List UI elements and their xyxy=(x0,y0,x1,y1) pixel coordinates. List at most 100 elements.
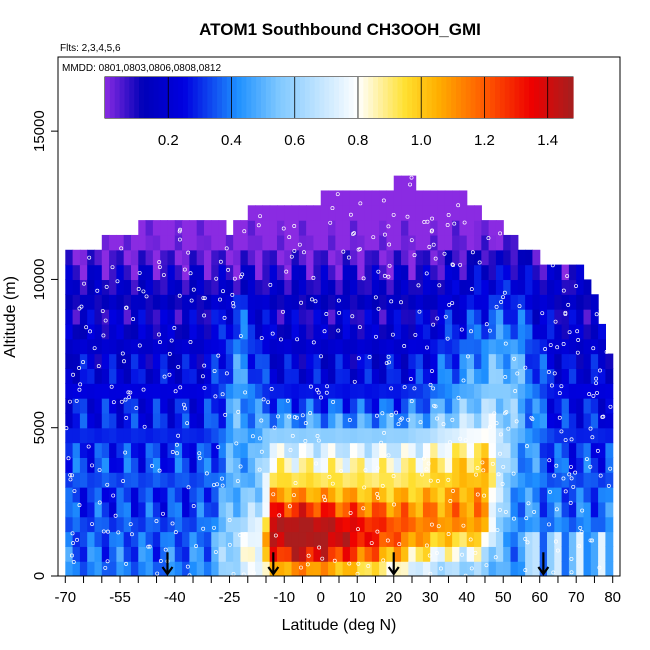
observation-point xyxy=(569,464,573,469)
colorbar-segment xyxy=(309,77,316,118)
heatmap-cell xyxy=(182,412,190,429)
colorbar-tick-label: 0.6 xyxy=(284,132,305,149)
heatmap-cell xyxy=(459,264,468,281)
heatmap-cell xyxy=(510,279,519,295)
heatmap-cell xyxy=(247,501,256,518)
heatmap-cell xyxy=(437,338,446,355)
heatmap-cell xyxy=(189,546,198,562)
heatmap-cell xyxy=(145,531,154,547)
heatmap-cell xyxy=(452,501,461,518)
observation-point xyxy=(137,270,142,275)
heatmap-cell xyxy=(116,561,125,576)
heatmap-cell xyxy=(276,398,285,414)
heatmap-cell xyxy=(525,487,534,503)
heatmap-cell xyxy=(430,234,439,251)
observation-point xyxy=(330,206,335,211)
observation-point xyxy=(548,343,553,348)
heatmap-cell xyxy=(379,457,388,473)
heatmap-cell xyxy=(517,457,526,473)
heatmap-cell xyxy=(269,516,278,533)
heatmap-cell xyxy=(568,561,577,576)
heatmap-cell xyxy=(72,546,81,562)
observation-point xyxy=(146,544,151,549)
observation-point xyxy=(150,463,154,468)
heatmap-cell xyxy=(298,264,307,281)
heatmap-cell xyxy=(101,279,110,295)
observation-point xyxy=(110,265,115,270)
heatmap-cell xyxy=(503,249,512,266)
heatmap-cell xyxy=(554,323,563,340)
heatmap-cell xyxy=(130,249,139,266)
heatmap-cell xyxy=(452,264,461,281)
heatmap-cell xyxy=(605,561,614,576)
heatmap-cell xyxy=(466,323,475,340)
heatmap-cell xyxy=(116,487,125,503)
heatmap-cell xyxy=(495,383,504,399)
heatmap-cell xyxy=(87,353,96,369)
observation-point xyxy=(487,328,492,333)
heatmap-cell xyxy=(116,309,125,325)
heatmap-cell xyxy=(422,323,431,340)
heatmap-cell xyxy=(437,516,446,533)
observation-point xyxy=(188,271,193,276)
observation-point xyxy=(595,448,600,453)
heatmap-cell xyxy=(598,546,607,562)
heatmap-cell xyxy=(532,249,541,266)
observation-point xyxy=(568,500,573,505)
heatmap-cell xyxy=(255,353,263,369)
observation-point xyxy=(202,363,207,368)
heatmap-cell xyxy=(437,190,446,206)
heatmap-cell xyxy=(598,398,607,414)
colorbar-segment xyxy=(334,77,340,118)
colorbar-segment xyxy=(246,77,252,118)
observation-point xyxy=(561,341,566,346)
observation-point xyxy=(223,412,228,417)
heatmap-cell xyxy=(65,531,74,547)
heatmap-cell xyxy=(503,442,512,458)
heatmap-cell xyxy=(130,368,139,384)
heatmap-cell xyxy=(393,472,402,488)
heatmap-cell xyxy=(167,279,176,295)
heatmap-cell xyxy=(116,338,125,355)
heatmap-cell xyxy=(101,353,110,369)
heatmap-cell xyxy=(598,442,607,458)
heatmap-cell xyxy=(430,457,439,473)
heatmap-cell xyxy=(313,264,322,281)
observation-point xyxy=(302,250,306,255)
heatmap-cell xyxy=(401,442,409,458)
heatmap-cell xyxy=(371,412,380,429)
heatmap-cell xyxy=(342,220,351,236)
observation-point xyxy=(281,226,286,231)
heatmap-cell xyxy=(291,264,300,281)
heatmap-cell xyxy=(495,412,504,429)
colorbar-segment xyxy=(265,77,272,118)
heatmap-cell xyxy=(313,427,322,444)
observation-point xyxy=(362,485,367,490)
colorbar-segment xyxy=(144,77,150,118)
colorbar-tick-label: 1.0 xyxy=(411,132,432,149)
heatmap-cell xyxy=(474,561,482,576)
heatmap-cell xyxy=(335,279,344,295)
heatmap-cell xyxy=(371,220,380,236)
observation-point xyxy=(68,399,72,404)
heatmap-cell xyxy=(211,546,220,562)
heatmap-cell xyxy=(342,531,351,547)
heatmap-cell xyxy=(306,457,315,473)
heatmap-cell xyxy=(255,398,263,414)
heatmap-cell xyxy=(284,457,293,473)
heatmap-cell xyxy=(233,368,242,384)
heatmap-cell xyxy=(532,383,541,399)
heatmap-cell xyxy=(240,398,249,414)
observation-point xyxy=(460,552,464,557)
heatmap-cell xyxy=(152,561,161,576)
observation-point xyxy=(379,440,384,445)
heatmap-cell xyxy=(269,220,278,236)
heatmap-cell xyxy=(182,264,190,281)
heatmap-cell xyxy=(459,368,468,384)
heatmap-cell xyxy=(269,353,278,369)
heatmap-cell xyxy=(240,279,249,295)
heatmap-cell xyxy=(211,368,220,384)
heatmap-cell xyxy=(590,546,599,562)
heatmap-cell xyxy=(547,309,555,325)
heatmap-cell xyxy=(532,516,541,533)
